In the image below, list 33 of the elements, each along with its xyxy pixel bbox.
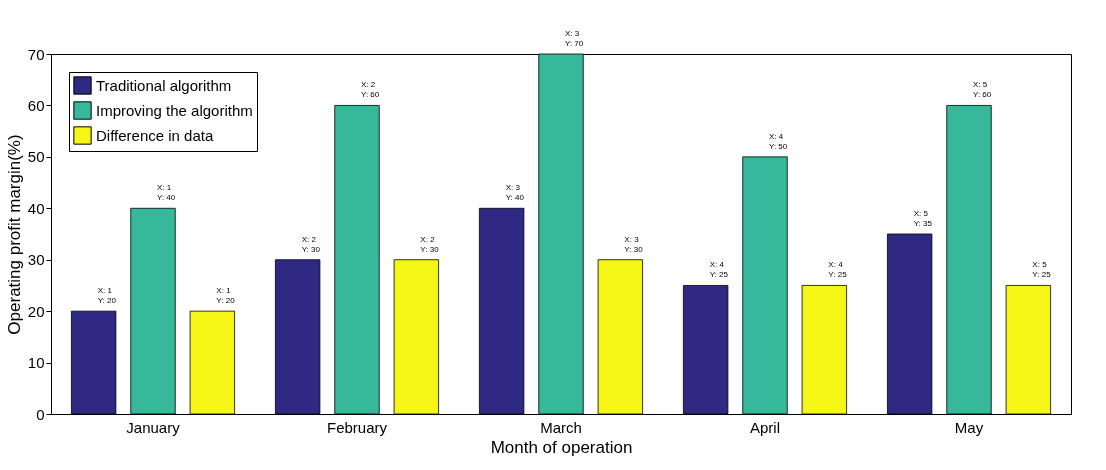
- data-label: X: 5 Y: 60: [973, 80, 992, 100]
- data-label: X: 4 Y: 50: [769, 131, 788, 151]
- y-tick-label: 50: [27, 148, 45, 166]
- data-label: X: 5 Y: 25: [1032, 260, 1052, 280]
- legend-label: Improving the algorithm: [96, 101, 253, 119]
- y-tick-label: 60: [27, 96, 45, 114]
- y-tick-label: 10: [27, 354, 45, 372]
- data-label: X: 5 Y: 35: [913, 209, 933, 228]
- data-label: X: 2 Y: 30: [301, 234, 321, 254]
- data-label: X: 2 Y: 60: [361, 80, 380, 100]
- y-tick-label: 20: [27, 302, 45, 320]
- data-label: X: 3 Y: 40: [505, 183, 525, 203]
- y-tick-label: 0: [36, 405, 45, 423]
- y-tick-label: 70: [27, 45, 45, 63]
- data-label: X: 3 Y: 30: [624, 234, 644, 254]
- x-tick-label: April: [749, 418, 781, 436]
- data-label: X: 4 Y: 25: [709, 260, 729, 280]
- x-tick-label: January: [126, 418, 181, 436]
- x-tick-label: May: [954, 418, 984, 436]
- y-tick-label: 30: [27, 251, 45, 269]
- data-label: X: 1 Y: 20: [216, 286, 236, 306]
- x-tick-label: February: [326, 418, 388, 436]
- x-axis-title: Month of operation: [490, 437, 633, 457]
- legend-label: Traditional algorithm: [96, 76, 232, 94]
- data-label: X: 4 Y: 25: [828, 260, 848, 280]
- data-label: X: 1 Y: 40: [157, 183, 176, 203]
- legend-label: Difference in data: [96, 126, 214, 144]
- data-label: X: 1 Y: 20: [97, 286, 117, 306]
- y-tick-label: 40: [27, 199, 45, 217]
- x-tick-label: March: [540, 418, 582, 436]
- y-axis-title: Operating profit margin(%): [4, 134, 24, 335]
- data-label: X: 3 Y: 70: [565, 29, 584, 48]
- data-label: X: 2 Y: 30: [420, 234, 440, 254]
